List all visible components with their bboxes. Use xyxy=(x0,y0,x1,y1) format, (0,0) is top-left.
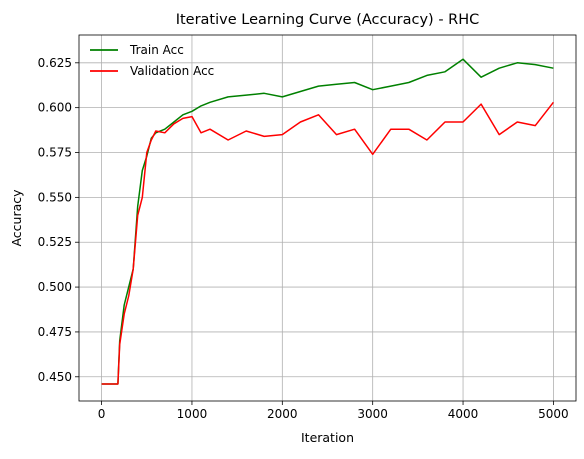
y-tick-label: 0.475 xyxy=(38,325,72,339)
legend-label: Train Acc xyxy=(129,43,184,57)
x-tick-label: 1000 xyxy=(177,407,208,421)
legend: Train Acc Validation Acc xyxy=(90,43,214,78)
x-tick-label: 5000 xyxy=(538,407,569,421)
y-tick-label: 0.500 xyxy=(38,280,72,294)
y-tick-label: 0.625 xyxy=(38,56,72,70)
grid xyxy=(79,35,576,401)
y-tick-label: 0.450 xyxy=(38,370,72,384)
chart-title: Iterative Learning Curve (Accuracy) - RH… xyxy=(176,12,480,28)
series-lines xyxy=(101,58,554,385)
x-tick-label: 2000 xyxy=(267,407,298,421)
x-tick-label: 0 xyxy=(98,407,106,421)
plot-frame xyxy=(78,34,577,402)
x-tick-label: 3000 xyxy=(357,407,388,421)
ticks: 0 1000 2000 3000 4000 5000 0.450 0.475 0.500 0.52… xyxy=(38,56,569,421)
y-tick-label: 0.575 xyxy=(38,146,72,160)
y-tick-label: 0.600 xyxy=(38,101,72,115)
y-tick-label: 0.550 xyxy=(38,190,72,204)
x-axis-label: Iteration xyxy=(301,430,354,445)
y-tick-label: 0.525 xyxy=(38,235,72,249)
y-axis-label: Accuracy xyxy=(9,189,24,247)
legend-label: Validation Acc xyxy=(130,64,214,78)
series-line-validation xyxy=(101,101,554,385)
x-tick-label: 4000 xyxy=(448,407,479,421)
